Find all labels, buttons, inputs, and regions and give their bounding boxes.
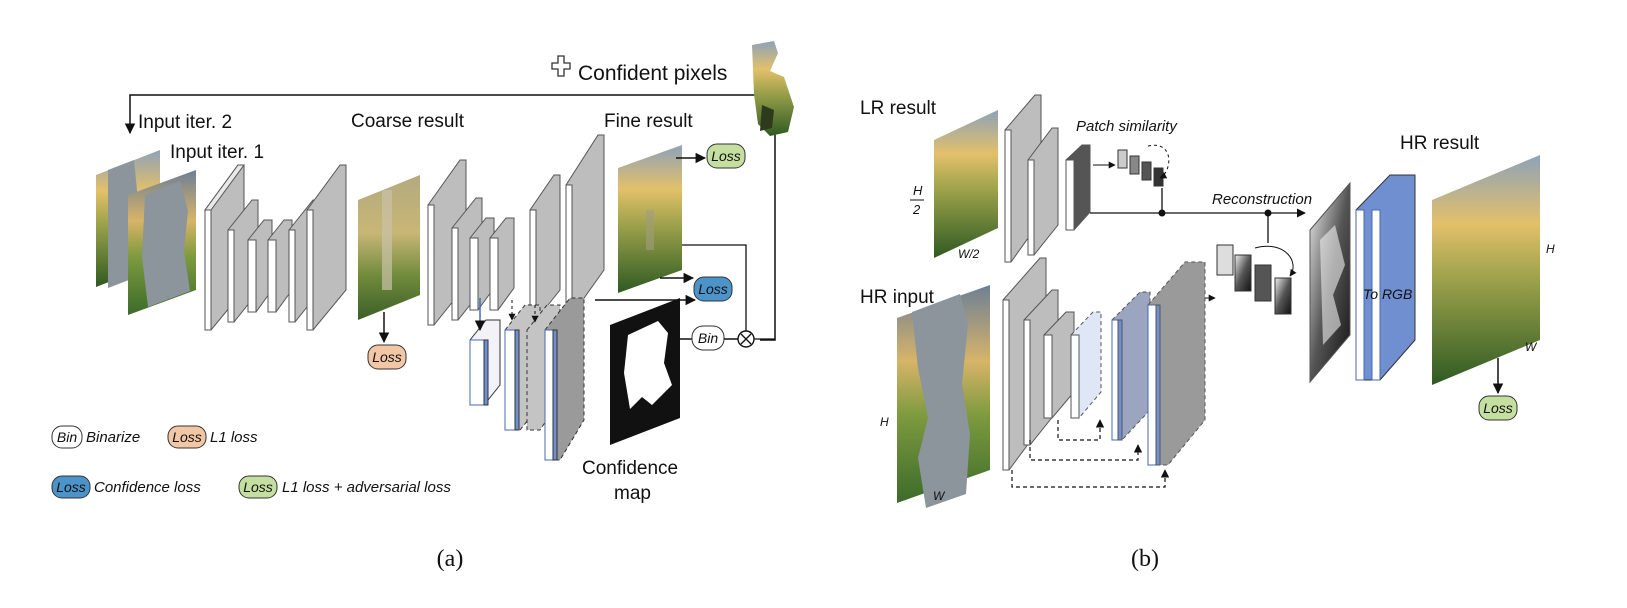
lr-result-label: LR result [860,98,937,119]
svg-text:L1 loss: L1 loss [210,429,258,446]
svg-text:Loss: Loss [243,479,273,495]
svg-text:L1 loss + adversarial loss: L1 loss + adversarial loss [282,479,451,496]
svg-text:H: H [1546,242,1555,256]
feature-map-image [1309,181,1351,384]
input-iter1-image [128,170,196,315]
svg-text:Loss: Loss [56,479,86,495]
confidence-branch [469,297,585,461]
panel-b: LR result H 2 W/2 Patch similarity [860,94,1555,572]
lr-result-image [934,110,998,258]
caption-b: (b) [1131,546,1159,572]
hr-network [1002,257,1206,471]
legend: Bin Binarize Loss L1 loss Loss Confidenc… [51,425,451,499]
fine-loss-badge: Loss [706,143,746,169]
svg-text:W/2: W/2 [958,247,980,261]
input-iter2-label: Input iter. 2 [138,112,232,133]
confidence-map-image [610,298,680,445]
confident-pixels-image [752,41,794,136]
to-rgb-block [1355,174,1416,381]
svg-text:W: W [1525,340,1538,354]
svg-text:W: W [933,489,946,503]
reconstruction-blocks [1205,244,1297,315]
coarse-loss-badge: Loss [367,344,407,370]
input-iter1-label: Input iter. 1 [170,142,264,163]
svg-text:Loss: Loss [1483,400,1513,416]
patch-similarity-label: Patch similarity [1076,118,1178,135]
coarse-result-label: Coarse result [351,111,465,132]
fine-network [427,134,605,326]
confidence-loss-badge: Loss [693,276,733,302]
confident-pixels-label: Confident pixels [578,62,727,85]
svg-text:H: H [880,415,889,429]
panel-a: Confident pixels Input iter. 2 Input ite… [51,41,794,572]
hr-result-image [1432,155,1540,385]
hr-result-label: HR result [1400,133,1480,154]
confidence-map-label-2: map [614,483,651,504]
fine-result-label: Fine result [604,111,693,132]
plus-icon [551,55,571,77]
svg-text:Loss: Loss [372,349,402,365]
multiply-icon [737,330,755,348]
hr-loss-badge: Loss [1478,395,1518,421]
svg-text:Loss: Loss [711,148,741,164]
svg-text:H: H [913,183,923,198]
to-rgb-label: To RGB [1363,286,1412,302]
svg-text:Loss: Loss [698,281,728,297]
lr-encoder [1004,94,1091,263]
svg-text:Bin: Bin [698,330,718,346]
reconstruction-label: Reconstruction [1212,191,1312,208]
coarse-network [204,164,347,331]
svg-text:Confidence loss: Confidence loss [94,479,201,496]
svg-text:Binarize: Binarize [86,429,140,446]
caption-a: (a) [437,546,464,572]
hr-input-label: HR input [860,287,935,308]
svg-text:2: 2 [912,202,921,217]
fine-result-image [618,145,682,293]
patch-similarity-blocks [1093,144,1170,187]
confidence-map-label-1: Confidence [582,458,678,479]
svg-text:Loss: Loss [172,429,202,445]
skip-connections [1011,419,1170,488]
coarse-result-image [358,175,420,320]
hr-input-image [897,285,990,508]
bin-node: Bin [691,325,725,351]
svg-text:Bin: Bin [57,429,77,445]
